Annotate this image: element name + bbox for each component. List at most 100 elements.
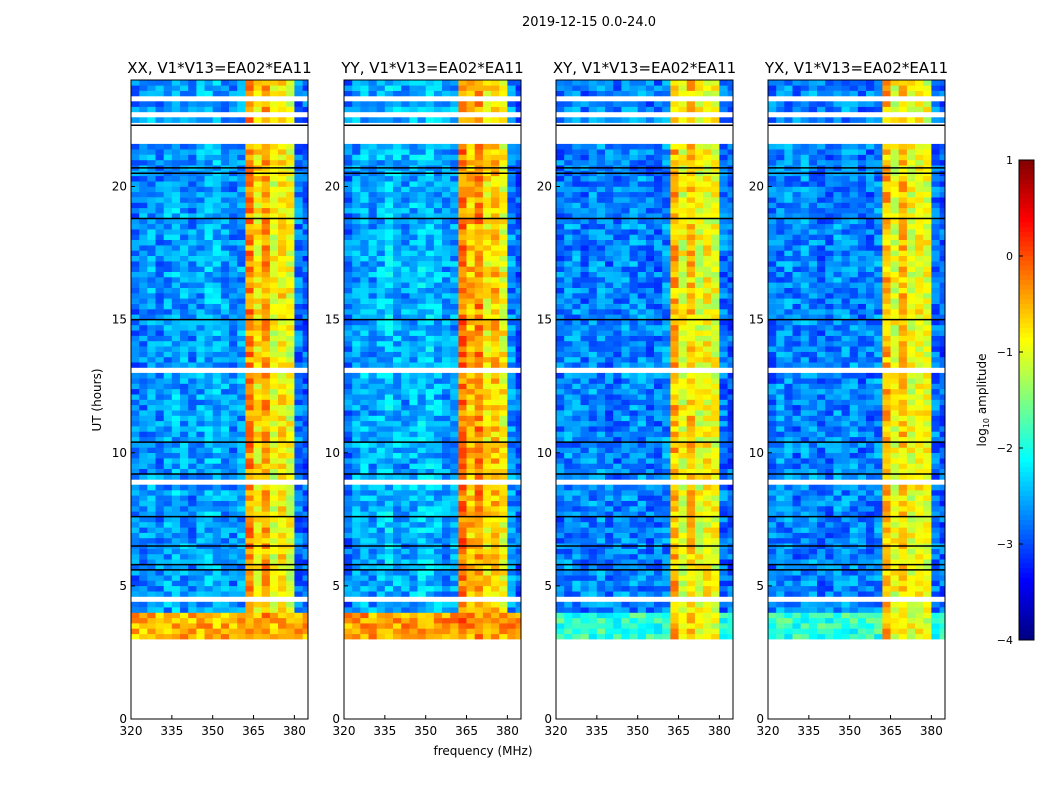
heatmap-cell <box>401 400 410 406</box>
heatmap-cell <box>483 336 492 342</box>
heatmap-cell <box>229 101 238 107</box>
heatmap-cell <box>254 474 263 480</box>
heatmap-cell <box>695 586 704 592</box>
heatmap-cell <box>213 298 222 304</box>
heatmap-cell <box>254 197 263 203</box>
heatmap-cell <box>262 362 271 368</box>
heatmap-cell <box>147 80 156 86</box>
heatmap-cell <box>516 506 525 512</box>
heatmap-cell <box>597 602 606 608</box>
heatmap-cell <box>229 277 238 283</box>
heatmap-cell <box>286 224 295 230</box>
heatmap-cell <box>458 357 467 363</box>
heatmap-cell <box>654 581 663 587</box>
heatmap-cell <box>442 256 451 262</box>
heatmap-cell <box>180 607 189 613</box>
heatmap-cell <box>442 575 451 581</box>
heatmap-cell <box>670 458 679 464</box>
heatmap-cell <box>475 250 484 256</box>
heatmap-cell <box>646 495 655 501</box>
heatmap-cell <box>245 187 254 193</box>
heatmap-cell <box>213 256 222 262</box>
heatmap-cell <box>131 336 140 342</box>
heatmap-cell <box>499 250 508 256</box>
heatmap-cell <box>621 581 630 587</box>
heatmap-cell <box>507 575 516 581</box>
heatmap-cell <box>516 117 525 123</box>
heatmap-cell <box>369 304 378 310</box>
heatmap-cell <box>278 394 287 400</box>
heatmap-cell <box>180 352 189 358</box>
heatmap-cell <box>131 85 140 91</box>
heatmap-cell <box>237 208 246 214</box>
heatmap-cell <box>270 357 279 363</box>
heatmap-cell <box>491 607 500 613</box>
heatmap-cell <box>270 613 279 619</box>
heatmap-cell <box>467 549 476 555</box>
heatmap-cell <box>344 378 353 384</box>
heatmap-cell <box>385 522 394 528</box>
heatmap-cell <box>491 522 500 528</box>
heatmap-cell <box>377 517 386 523</box>
heatmap-cell <box>229 629 238 635</box>
heatmap-cell <box>188 85 197 91</box>
heatmap-cell <box>344 181 353 187</box>
heatmap-cell <box>605 506 614 512</box>
heatmap-cell <box>597 570 606 576</box>
heatmap-cell <box>613 623 622 629</box>
heatmap-cell <box>646 607 655 613</box>
heatmap-cell <box>221 453 230 459</box>
heatmap-cell <box>499 149 508 155</box>
heatmap-cell <box>377 277 386 283</box>
heatmap-cell <box>286 442 295 448</box>
heatmap-cell <box>278 474 287 480</box>
heatmap-cell <box>426 91 435 97</box>
heatmap-cell <box>344 575 353 581</box>
heatmap-cell <box>377 336 386 342</box>
heatmap-cell <box>507 373 516 379</box>
heatmap-cell <box>139 613 148 619</box>
heatmap-cell <box>450 277 459 283</box>
heatmap-cell <box>442 474 451 480</box>
heatmap-cell <box>401 506 410 512</box>
heatmap-cell <box>369 288 378 294</box>
heatmap-cell <box>377 522 386 528</box>
heatmap-cell <box>139 208 148 214</box>
heatmap-cell <box>294 203 303 209</box>
heatmap-cell <box>467 373 476 379</box>
heatmap-cell <box>180 250 189 256</box>
heatmap-cell <box>581 629 590 635</box>
heatmap-cell <box>475 181 484 187</box>
heatmap-cell <box>352 533 361 539</box>
heatmap-cell <box>442 144 451 150</box>
heatmap-cell <box>180 458 189 464</box>
heatmap-cell <box>196 447 205 453</box>
heatmap-cell <box>483 298 492 304</box>
heatmap-cell <box>131 378 140 384</box>
heatmap-cell <box>303 277 312 283</box>
heatmap-cell <box>401 362 410 368</box>
heatmap-cell <box>369 330 378 336</box>
heatmap-cell <box>147 85 156 91</box>
heatmap-cell <box>294 495 303 501</box>
heatmap-cell <box>483 187 492 193</box>
heatmap-cell <box>147 474 156 480</box>
heatmap-cell <box>156 309 165 315</box>
heatmap-cell <box>286 101 295 107</box>
heatmap-cell <box>369 144 378 150</box>
heatmap-cell <box>139 607 148 613</box>
heatmap-cell <box>139 506 148 512</box>
heatmap-cell <box>294 400 303 406</box>
heatmap-cell <box>491 405 500 411</box>
heatmap-cell <box>369 208 378 214</box>
heatmap-cell <box>131 453 140 459</box>
heatmap-cell <box>344 405 353 411</box>
heatmap-cell <box>426 357 435 363</box>
heatmap-cell <box>475 282 484 288</box>
heatmap-cell <box>213 394 222 400</box>
heatmap-cell <box>507 384 516 390</box>
heatmap-cell <box>393 187 402 193</box>
heatmap-cell <box>229 229 238 235</box>
heatmap-cell <box>303 282 312 288</box>
heatmap-cell <box>564 618 573 624</box>
